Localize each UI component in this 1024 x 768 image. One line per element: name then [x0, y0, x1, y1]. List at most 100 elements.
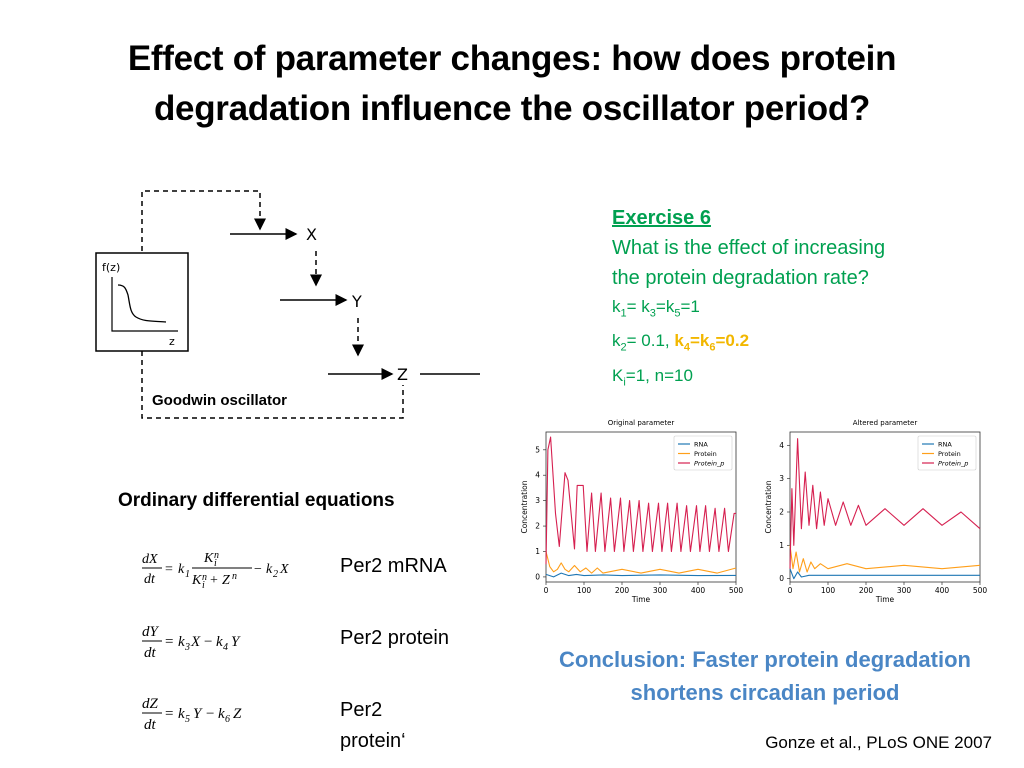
svg-text:6: 6	[225, 714, 230, 725]
svg-text:dY: dY	[142, 624, 160, 640]
series-line-protein_p	[545, 436, 736, 565]
inset-axes	[111, 277, 178, 332]
svg-text:1: 1	[185, 569, 190, 580]
conclusion: Conclusion: Faster protein degradation s…	[520, 643, 1010, 709]
x-tick-label: 0	[544, 586, 549, 595]
svg-text:=: =	[165, 634, 173, 650]
chart-title: Original parameter	[608, 419, 675, 427]
svg-text:dt: dt	[144, 645, 157, 661]
inset-curve	[117, 284, 167, 323]
svg-text:Z: Z	[233, 706, 242, 722]
node-x: X	[306, 225, 317, 244]
inset-ylabel: f(z)	[102, 261, 120, 274]
diagram-caption: Goodwin oscillator	[152, 392, 287, 409]
slide-title: Effect of parameter changes: how does pr…	[0, 34, 1024, 134]
svg-text:n: n	[202, 572, 207, 583]
series-line-protein_p	[789, 438, 981, 569]
chart-original: Original parameter 0 100 200 300 400 500 0 1 2 3 4 5…	[520, 419, 744, 604]
node-z: Z	[397, 365, 408, 384]
legend-label: Protein	[938, 450, 961, 458]
x-tick-label: 300	[897, 586, 912, 595]
svg-text:−: −	[254, 562, 262, 577]
plot-frame	[789, 431, 981, 583]
svg-text:k: k	[178, 562, 185, 577]
exercise-question-2: the protein degradation rate?	[612, 267, 869, 289]
node-y: Y	[351, 292, 362, 311]
svg-text:3: 3	[184, 642, 190, 653]
svg-text:k: k	[266, 562, 273, 577]
y-tick-label: 4	[779, 441, 784, 450]
feedback-path	[141, 190, 261, 253]
goodwin-diagram: f(z) z X Y Z Goodwin oscillator	[95, 190, 480, 419]
svg-text:k: k	[178, 706, 185, 722]
y-axis-label: Concentration	[520, 480, 529, 533]
svg-text:i: i	[202, 580, 205, 591]
ode-heading: Ordinary differential equations	[118, 490, 395, 511]
svg-text:K: K	[191, 573, 202, 588]
chart-title: Altered parameter	[853, 419, 918, 427]
x-tick-label: 200	[859, 586, 874, 595]
svg-text:−: −	[204, 634, 212, 650]
exercise-heading: Exercise 6	[612, 207, 711, 229]
svg-text:Z: Z	[222, 573, 230, 588]
legend-label: Protein	[694, 450, 717, 458]
exercise-question-1: What is the effect of increasing	[612, 237, 886, 259]
y-tick-label: 3	[779, 474, 784, 483]
inset-xlabel: z	[169, 335, 175, 348]
x-tick-label: 0	[788, 586, 793, 595]
svg-text:dZ: dZ	[142, 696, 159, 712]
y-tick-label: 2	[779, 508, 784, 517]
svg-text:−: −	[206, 706, 214, 722]
title-line-1: Effect of parameter changes: how does pr…	[127, 39, 897, 78]
svg-text:2: 2	[273, 569, 278, 580]
x-tick-label: 500	[973, 586, 988, 595]
svg-text:5: 5	[185, 714, 190, 725]
x-tick-label: 100	[577, 586, 592, 595]
legend-label: RNA	[694, 441, 708, 449]
svg-text:X: X	[190, 634, 201, 650]
y-tick-label: 2	[535, 522, 540, 531]
citation: Gonze et al., PLoS ONE 2007	[765, 733, 992, 752]
svg-text:k: k	[216, 634, 223, 650]
conclusion-line-1: Conclusion: Faster protein degradation	[559, 647, 971, 672]
x-tick-label: 400	[691, 586, 706, 595]
svg-text:k: k	[218, 706, 225, 722]
y-tick-label: 0	[535, 572, 540, 581]
x-axis-label: Time	[875, 595, 895, 604]
exercise-block: Exercise 6 What is the effect of increas…	[612, 203, 1012, 396]
chart-altered: Altered parameter 0 100 200 300 400 500 0 1 2 3 4 Ti…	[764, 419, 988, 604]
series-line-rna	[789, 568, 980, 580]
svg-text:Y: Y	[193, 706, 203, 722]
svg-text:dt: dt	[144, 572, 156, 587]
series-line-rna	[545, 572, 737, 578]
legend-label: Protein_p	[938, 460, 968, 468]
x-tick-label: 500	[729, 586, 744, 595]
y-axis-label: Concentration	[764, 480, 773, 533]
legend-label: Protein_p	[694, 460, 724, 468]
svg-text:X: X	[279, 562, 289, 577]
svg-text:k: k	[178, 634, 185, 650]
svg-text:=: =	[165, 562, 173, 577]
x-tick-label: 200	[615, 586, 630, 595]
svg-text:dt: dt	[144, 717, 157, 733]
feedback-return	[141, 351, 404, 419]
y-tick-label: 0	[779, 574, 784, 583]
label-per2-protein-p-1: Per2	[340, 699, 383, 721]
highlighted-params: k4=k6=0.2	[674, 331, 750, 354]
svg-text:+: +	[210, 573, 218, 588]
svg-text:Y: Y	[231, 634, 241, 650]
exercise-param-2: k2= 0.1, k4=k6=0.2	[612, 331, 750, 354]
inset-box	[95, 252, 189, 352]
x-tick-label: 100	[821, 586, 836, 595]
exercise-param-3: Ki=1, n=10	[612, 365, 693, 389]
legend-label: RNA	[938, 441, 952, 449]
y-tick-label: 1	[535, 547, 540, 556]
label-per2-mrna: Per2 mRNA	[340, 555, 447, 577]
y-tick-label: 5	[535, 445, 540, 454]
exercise-param-1: k1= k3=k5=1	[612, 297, 700, 320]
svg-text:dX: dX	[142, 552, 158, 567]
y-tick-label: 1	[779, 541, 784, 550]
svg-text:i: i	[214, 558, 217, 569]
